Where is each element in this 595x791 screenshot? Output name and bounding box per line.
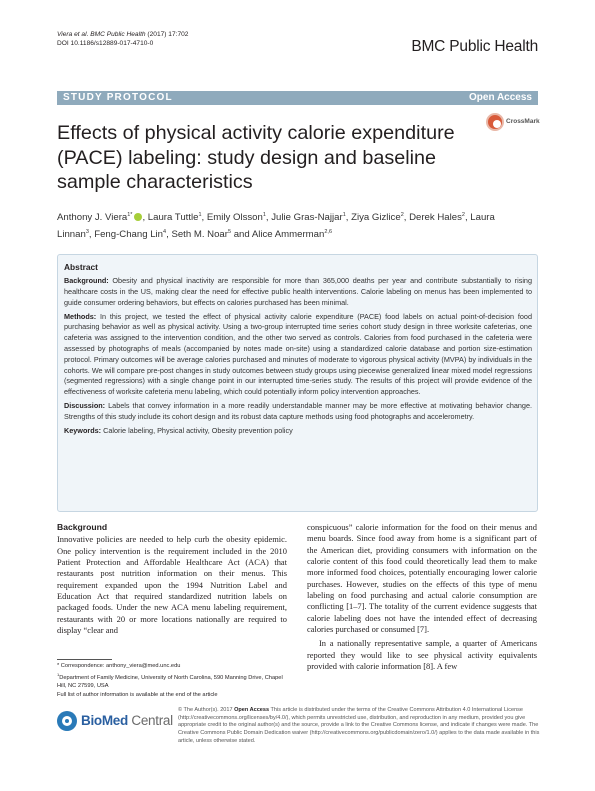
author-affiliation: 2 (461, 212, 465, 218)
author-affiliation: 1* (127, 212, 133, 218)
correspondence-note: * Correspondence: anthony_viera@med.unc.… (57, 663, 181, 669)
article-title: Effects of physical activity calorie exp… (57, 122, 455, 193)
affiliation-text: Department of Family Medicine, Universit… (57, 675, 283, 689)
abstract-discussion: Discussion: Labels that convey informati… (64, 401, 532, 423)
background-label: Background: (64, 276, 109, 285)
license-open-access: Open Access (234, 707, 270, 713)
body-column-right: conspicuous” calorie information for the… (307, 522, 537, 672)
author-name: Laura Tuttle1 (147, 212, 202, 223)
article-type-banner: STUDY PROTOCOL Open Access (57, 91, 538, 105)
footnotes: * Correspondence: anthony_viera@med.unc.… (57, 662, 289, 700)
background-text: Obesity and physical inactivity are resp… (64, 276, 532, 307)
open-access-label: Open Access (469, 92, 532, 103)
keywords-label: Keywords: (64, 425, 102, 435)
copyright-text: © The Author(s). 2017 (178, 707, 235, 713)
author-affiliation: 1 (262, 212, 266, 218)
author-name: Anthony J. Viera1* (57, 212, 143, 223)
author-affiliation: 1 (342, 212, 346, 218)
methods-text: In this project, we tested the effect of… (64, 311, 532, 397)
author-affiliation: 2 (400, 212, 404, 218)
body-column-left: Background Innovative policies are neede… (57, 522, 287, 636)
author-name: Seth M. Noar5 (171, 229, 232, 240)
author-affiliation: 3 (85, 229, 89, 235)
citation-journal: Viera et al. BMC Public Health (57, 31, 146, 38)
abstract-background: Background: Obesity and physical inactiv… (64, 276, 532, 308)
author-info-note: Full list of author information is avail… (57, 692, 218, 698)
body-paragraph: In a nationally representative sample, a… (307, 638, 537, 672)
abstract-methods: Methods: In this project, we tested the … (64, 312, 532, 398)
author-name: Emily Olsson1 (206, 212, 266, 223)
discussion-label: Discussion: (64, 401, 106, 411)
author-name: Laura Linnan3 (57, 212, 495, 240)
crossmark-icon (486, 113, 504, 131)
logo-wordmark: BioMed Central (81, 713, 173, 728)
license-statement: © The Author(s). 2017 Open Access This a… (178, 707, 540, 746)
author-name: Alice Ammerman2,6 (251, 229, 333, 240)
author-name: Ziya Gizlice2 (351, 212, 404, 223)
article-type-label: STUDY PROTOCOL (63, 92, 173, 103)
author-affiliation: 5 (227, 229, 232, 235)
body-paragraph: Innovative policies are needed to help c… (57, 534, 287, 636)
citation-volume: (2017) 17:702 (145, 31, 189, 38)
footnote-divider (57, 659, 112, 660)
crossmark-badge[interactable]: CrossMark (486, 113, 546, 133)
discussion-text: Labels that convey information in a more… (64, 401, 533, 421)
affiliation-number: 1 (57, 672, 60, 677)
keywords-text: Calorie labeling, Physical activity, Obe… (103, 425, 293, 435)
author-affiliation: 2,6 (324, 229, 333, 235)
license-text: This article is distributed under the te… (178, 707, 540, 744)
crossmark-label: CrossMark (506, 118, 540, 125)
abstract-box: Abstract Background: Obesity and physica… (57, 254, 538, 512)
author-affiliation: 1 (198, 212, 202, 218)
author-name: Feng-Chang Lin4 (94, 229, 167, 240)
journal-title: BMC Public Health (411, 38, 538, 55)
affiliation-note: 1Department of Family Medicine, Universi… (57, 671, 289, 690)
abstract-heading: Abstract (64, 262, 98, 272)
abstract-body: Background: Obesity and physical inactiv… (64, 276, 532, 440)
author-name: Julie Gras-Najjar1 (271, 212, 346, 223)
author-name: Derek Hales2 (409, 212, 465, 223)
citation-header: Viera et al. BMC Public Health (2017) 17… (57, 30, 188, 48)
abstract-keywords: Keywords: Calorie labeling, Physical act… (64, 426, 532, 437)
author-affiliation: 4 (163, 229, 167, 235)
biomed-central-logo: BioMed Central (57, 709, 177, 733)
section-heading-background: Background (57, 522, 108, 532)
doi[interactable]: DOI 10.1186/s12889-017-4710-0 (57, 40, 154, 47)
body-paragraph: conspicuous” calorie information for the… (307, 522, 537, 635)
author-list: Anthony J. Viera1*, Laura Tuttle1, Emily… (57, 212, 495, 240)
orcid-icon[interactable] (134, 213, 143, 221)
methods-label: Methods: (64, 311, 97, 321)
